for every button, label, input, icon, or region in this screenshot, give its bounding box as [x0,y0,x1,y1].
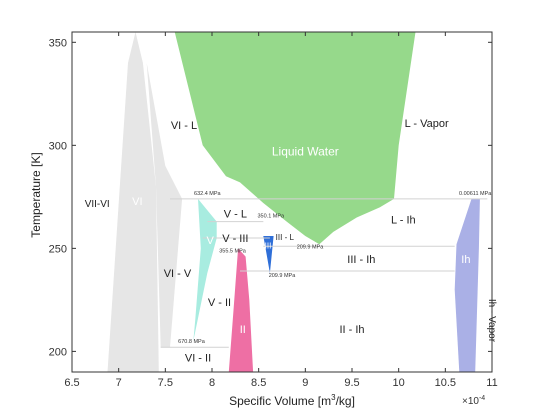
region-label: VI [132,196,142,208]
x-tick-label: 6.5 [64,377,79,389]
plot-frame [71,31,493,373]
y-tick-label: 300 [49,140,67,152]
x-tick-label: 10.5 [435,377,456,389]
region-v [193,198,217,342]
region-label: III [265,241,272,250]
region-label: VI - L [171,120,197,132]
region-ih [454,198,480,372]
y-tick-label: 350 [49,37,67,49]
x-tick-label: 7.5 [158,377,173,389]
pressure-label: 670.8 MPa [178,339,206,345]
pressure-label: 209.9 MPa [269,273,297,279]
region-ii [228,248,254,372]
x-axis-label: Specific Volume [m3/kg] [229,393,355,408]
region-vi [146,62,183,348]
pressure-annotations: 632.4 MPa 350.1 MPa 355.5 MPa 209.9 MPa 209.… [178,191,492,345]
y-tick-label: 250 [49,243,67,255]
region-label: L - Ih [391,215,416,227]
phase-regions [107,32,480,372]
region-label: Ih [461,254,470,266]
pressure-label: 632.4 MPa [194,191,222,197]
region-label: V - III [222,233,248,245]
y-axis-label: Temperature [K] [29,152,43,237]
region-label: V [206,235,214,247]
tie-lines [160,198,488,348]
x-tick-label: 8.5 [251,377,266,389]
plot-axes [71,31,493,373]
region-label: III - L [276,233,295,242]
y-tick-label: 200 [49,346,67,358]
region-label: VI - II [185,353,211,365]
region-labels: VII-VI VI VI - L Liquid Water L - Vapor V - L… [85,118,498,365]
x-tick-label: 9.5 [344,377,359,389]
x-tick-label: 8 [209,377,215,389]
pressure-label: 209.9 MPa [297,244,325,250]
region-label: VI - V [164,268,192,280]
region-label: L - Vapor [405,118,449,130]
x-tick-label: 7 [116,377,122,389]
x-tick-label: 11 [486,377,497,389]
region-label: II [240,324,246,336]
pressure-label: 350.1 MPa [257,213,285,219]
region-vii [107,32,159,372]
x-tick-label: 9 [302,377,308,389]
x-tick-label: 10 [393,377,405,389]
region-label: III - Ih [347,254,375,266]
region-label: II - Ih [339,324,364,336]
region-label: VII-VI [85,199,110,210]
region-label: Liquid Water [272,145,339,159]
axis-ticks: 6.5 7 7.5 8 8.5 9 9.5 10 10.5 11 200 250 300 350 [49,32,498,389]
region-iii [263,236,274,274]
x-axis-multiplier: ×10-4 [462,395,485,407]
region-liquid-water [174,32,416,245]
pressure-label: 0.00611 MPa [459,191,492,197]
region-label: V - L [224,208,247,220]
region-label: Ih - Vapor [486,299,497,343]
pressure-label: 355.5 MPa [219,248,247,254]
region-label: V - II [208,297,231,309]
